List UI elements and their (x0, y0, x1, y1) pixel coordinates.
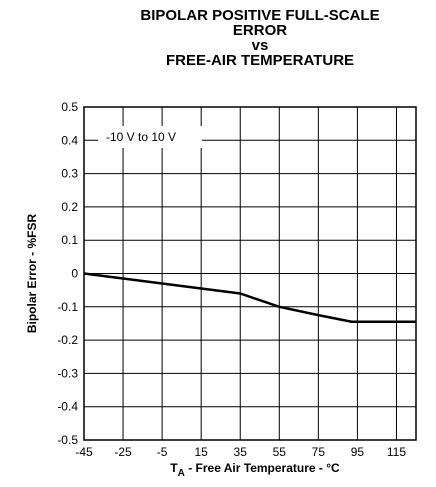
x-axis-text: - Free Air Temperature - °C (185, 461, 340, 475)
x-axis-label: TA - Free Air Temperature - °C (170, 461, 340, 479)
y-tick-label: 0.4 (61, 133, 78, 147)
x-tick-label: 115 (387, 445, 406, 459)
chart-title: BIPOLAR POSITIVE FULL-SCALE (140, 7, 379, 24)
chart-title: ERROR (233, 22, 287, 39)
y-tick-label: -0.2 (57, 333, 78, 347)
y-tick-label: -0.5 (57, 433, 78, 447)
y-tick-label: 0.2 (61, 200, 78, 214)
x-tick-label: -45 (75, 445, 93, 459)
x-tick-label: -5 (157, 445, 168, 459)
annotation: -10 V to 10 V (106, 130, 176, 144)
x-tick-label: -25 (114, 445, 132, 459)
x-tick-label: 75 (312, 445, 326, 459)
y-tick-label: 0 (71, 267, 78, 281)
x-tick-label: 95 (351, 445, 365, 459)
y-tick-label: 0.1 (61, 233, 78, 247)
x-tick-label: 35 (234, 445, 248, 459)
y-tick-label: -0.4 (57, 400, 78, 414)
x-axis-symbol: T (170, 461, 178, 475)
y-tick-label: -0.3 (57, 366, 78, 380)
chart-title: vs (252, 37, 269, 54)
y-tick-label: -0.1 (57, 300, 78, 314)
annotation-box (98, 126, 202, 148)
chart-title: FREE-AIR TEMPERATURE (166, 52, 354, 69)
y-tick-label: 0.3 (61, 167, 78, 181)
data-line (83, 272, 416, 324)
x-axis-subscript: A (178, 468, 185, 479)
y-axis-label: Bipolar Error - %FSR (25, 213, 39, 333)
y-tick-label: 0.5 (61, 100, 78, 114)
x-tick-label: 55 (273, 445, 287, 459)
x-tick-label: 15 (194, 445, 208, 459)
